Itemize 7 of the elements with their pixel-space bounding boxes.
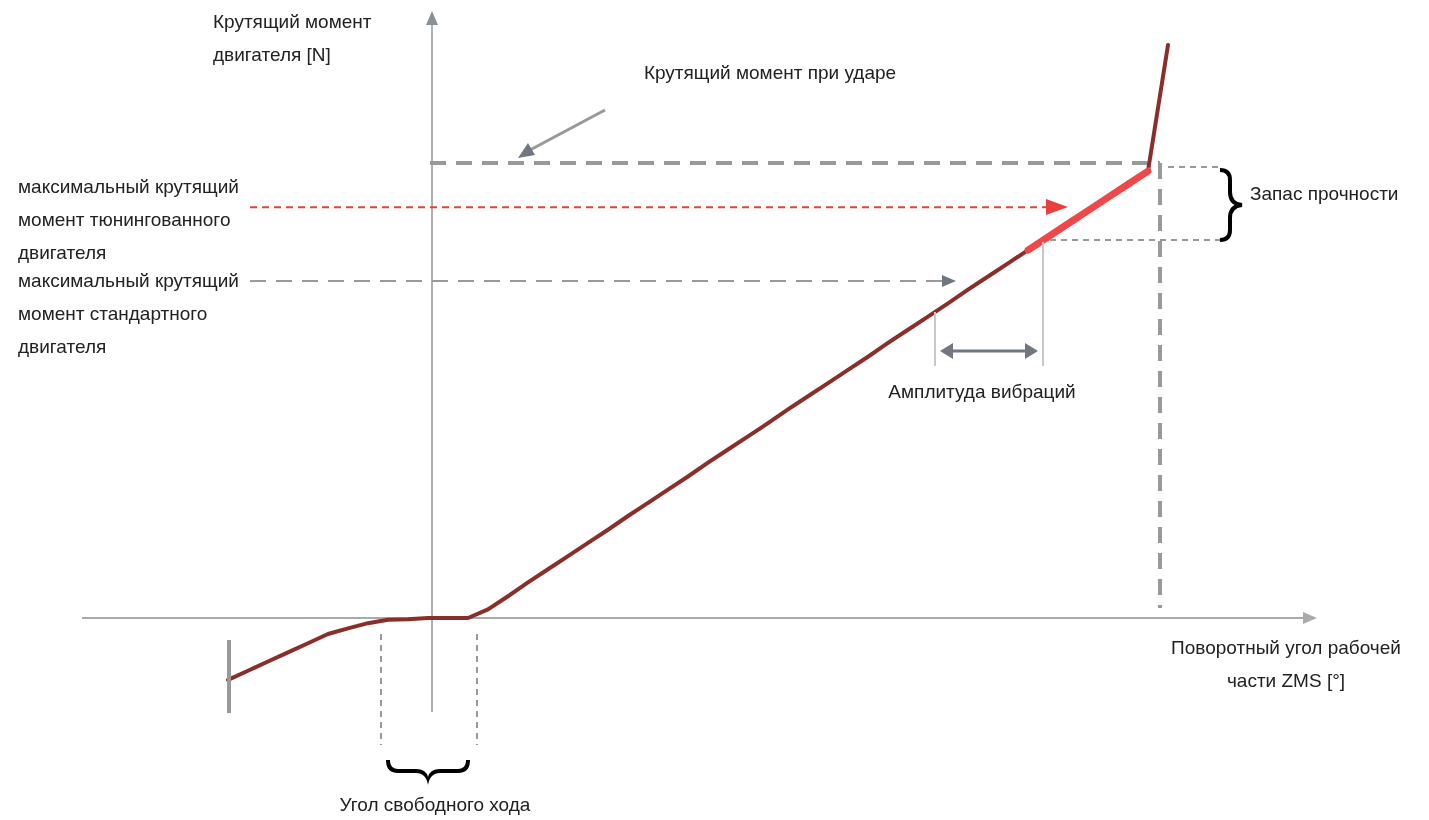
text: Угол свободного хода <box>339 794 531 815</box>
y-axis-title: Крутящий момент двигателя [N] <box>213 11 372 65</box>
annotation: Крутящий момент при ударе <box>643 62 897 83</box>
annotation: Амплитуда вибраций <box>888 381 1076 402</box>
ref-line-label: максимальный крутящий момент стандартного двигателя <box>18 270 239 357</box>
text: Запас прочности <box>1250 183 1399 204</box>
x-axis-title: Поворотный угол рабочей части ZMS [°] <box>1171 637 1401 691</box>
